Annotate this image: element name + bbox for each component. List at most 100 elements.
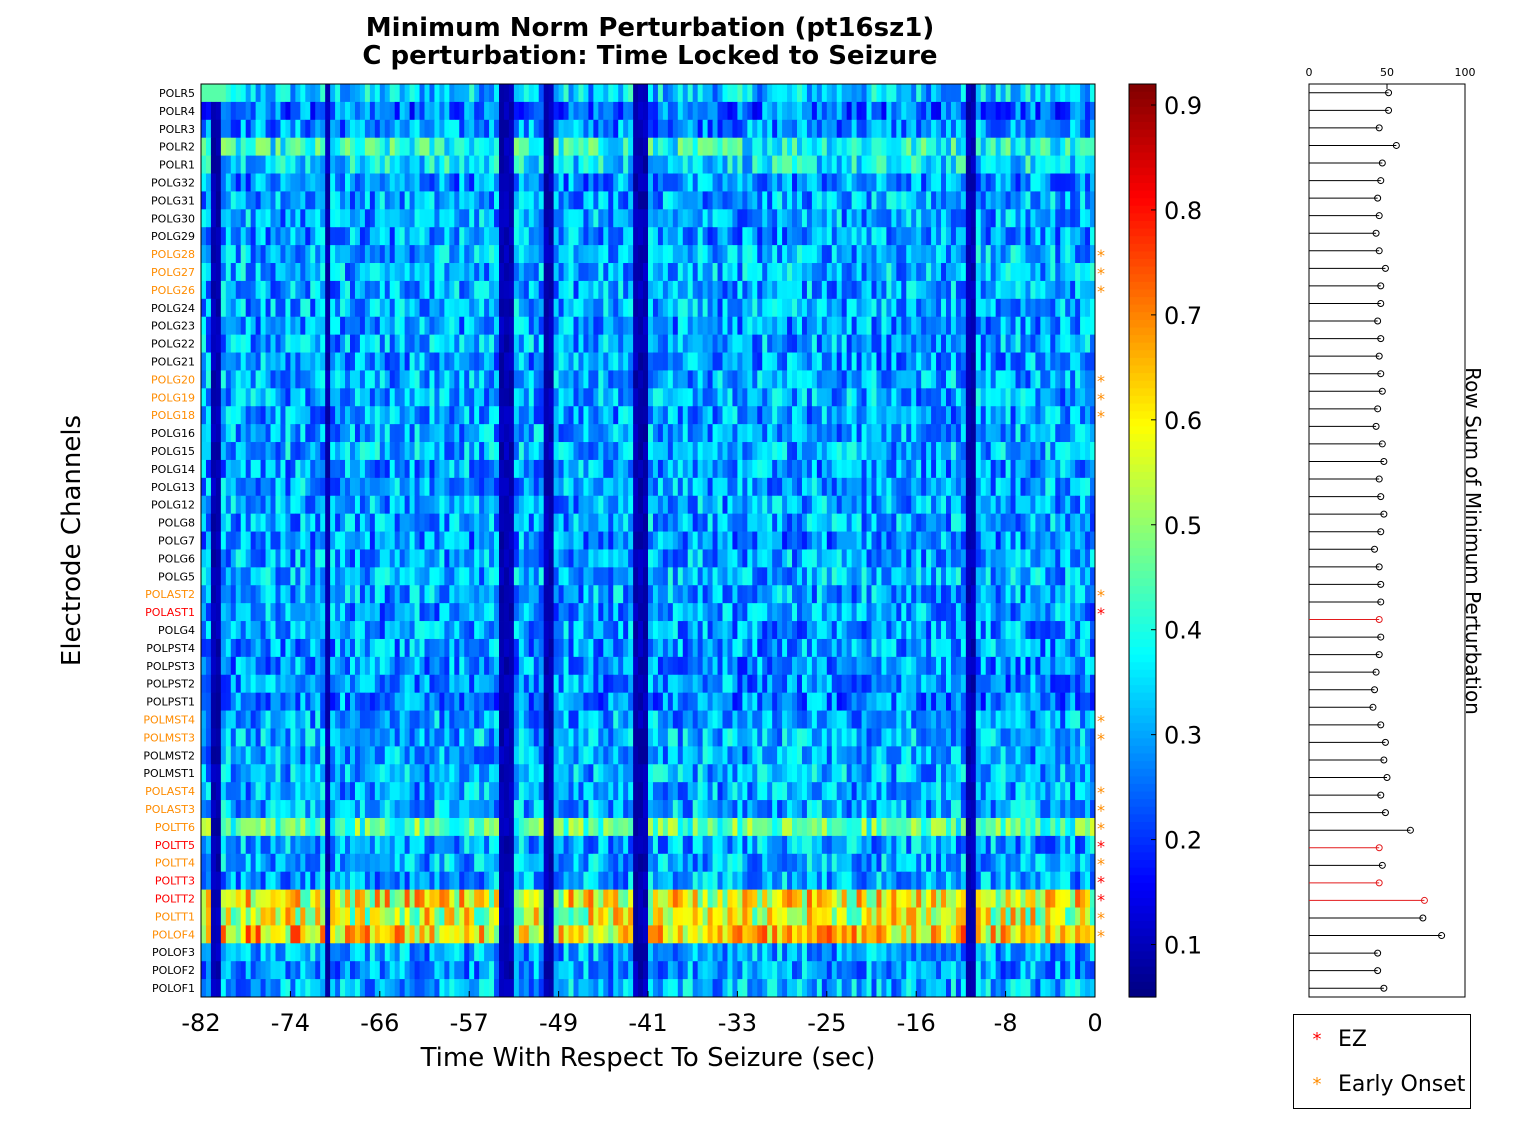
- heatmap-cell: [205, 477, 212, 497]
- heatmap-cell: [320, 549, 326, 568]
- heatmap-cell: [528, 119, 535, 139]
- heatmap-cell: [762, 191, 768, 210]
- heatmap-cell: [1030, 137, 1036, 157]
- heatmap-cell: [1080, 316, 1086, 336]
- heatmap-cell: [350, 406, 356, 425]
- heatmap-cell: [315, 245, 321, 264]
- heatmap-cell: [250, 477, 257, 497]
- heatmap-cell: [489, 406, 495, 425]
- heatmap-cell: [737, 459, 743, 479]
- heatmap-cell: [598, 388, 604, 407]
- heatmap-cell: [623, 227, 629, 246]
- heatmap-cell: [911, 173, 917, 192]
- heatmap-cell: [454, 227, 460, 246]
- heatmap-cell: [354, 334, 361, 353]
- heatmap-cell: [911, 495, 917, 515]
- heatmap-cell: [1025, 298, 1031, 318]
- heatmap-cell: [712, 191, 718, 210]
- heatmap-cell: [946, 101, 952, 121]
- heatmap-cell: [960, 477, 967, 497]
- heatmap-cell: [479, 406, 485, 425]
- heatmap-cell: [434, 155, 440, 174]
- heatmap-cell: [479, 209, 485, 228]
- heatmap-cell: [652, 424, 659, 443]
- heatmap-cell: [995, 191, 1002, 210]
- heatmap-cell: [598, 442, 604, 461]
- heatmap-cell: [742, 209, 748, 228]
- heatmap-cell: [548, 191, 555, 210]
- heatmap-cell: [484, 513, 490, 532]
- heatmap-cell: [1015, 388, 1021, 407]
- heatmap-cell: [762, 84, 768, 103]
- heatmap-cell: [260, 388, 266, 407]
- heatmap-cell: [970, 173, 977, 192]
- heatmap-cell: [350, 84, 356, 103]
- heatmap-cell: [965, 155, 972, 174]
- heatmap-cell: [841, 352, 848, 371]
- heatmap-cell: [712, 84, 718, 103]
- heatmap-cell: [975, 298, 982, 318]
- heatmap-cell: [707, 84, 713, 103]
- heatmap-cell: [464, 84, 470, 103]
- heatmap-cell: [1010, 245, 1016, 264]
- heatmap-cell: [325, 119, 331, 139]
- heatmap-cell: [215, 101, 222, 121]
- heatmap-cell: [588, 298, 594, 318]
- heatmap-cell: [821, 280, 828, 300]
- heatmap-cell: [553, 263, 559, 282]
- heatmap-cell: [1070, 316, 1076, 336]
- heatmap-cell: [518, 495, 525, 515]
- heatmap-cell: [717, 513, 723, 532]
- heatmap-cell: [444, 209, 450, 228]
- heatmap-cell: [732, 155, 738, 174]
- heatmap-cell: [876, 352, 882, 371]
- heatmap-cell: [851, 424, 857, 443]
- heatmap-cell: [593, 155, 599, 174]
- heatmap-cell: [240, 263, 247, 282]
- heatmap-cell: [573, 137, 579, 157]
- heatmap-cell: [1070, 352, 1076, 371]
- heatmap-cell: [777, 406, 783, 425]
- heatmap-cell: [950, 442, 957, 461]
- heatmap-cell: [901, 459, 907, 479]
- heatmap-cell: [1035, 495, 1041, 515]
- heatmap-cell: [389, 406, 396, 425]
- heatmap-cell: [712, 334, 718, 353]
- heatmap-cell: [508, 531, 515, 550]
- heatmap-cell: [533, 101, 540, 121]
- heatmap-cell: [821, 424, 828, 443]
- heatmap-cell: [399, 298, 406, 318]
- heatmap-cell: [454, 84, 460, 103]
- heatmap-cell: [821, 245, 828, 264]
- heatmap-cell: [583, 137, 589, 157]
- heatmap-cell: [737, 334, 743, 353]
- heatmap-cell: [682, 477, 689, 497]
- heatmap-cell: [518, 352, 525, 371]
- heatmap-cell: [563, 370, 569, 389]
- heatmap-cell: [384, 513, 391, 532]
- heatmap-cell: [1085, 442, 1091, 461]
- heatmap-cell: [508, 495, 515, 515]
- heatmap-cell: [911, 477, 917, 497]
- heatmap-cell: [652, 101, 659, 121]
- heatmap-cell: [250, 459, 257, 479]
- heatmap-cell: [856, 424, 862, 443]
- heatmap-cell: [1020, 209, 1026, 228]
- heatmap-cell: [692, 119, 699, 139]
- heatmap-cell: [374, 388, 381, 407]
- heatmap-cell: [782, 477, 788, 497]
- heatmap-cell: [712, 370, 718, 389]
- heatmap-cell: [1060, 531, 1066, 550]
- heatmap-cell: [220, 442, 227, 461]
- heatmap-cell: [215, 495, 222, 515]
- heatmap-cell: [777, 549, 783, 568]
- heatmap-cell: [310, 495, 316, 515]
- heatmap-cell: [921, 388, 927, 407]
- heatmap-cell: [474, 280, 480, 300]
- heatmap-cell: [732, 424, 738, 443]
- heatmap-cell: [816, 227, 823, 246]
- heatmap-cell: [677, 227, 684, 246]
- heatmap-cell: [623, 549, 629, 568]
- heatmap-cell: [513, 155, 520, 174]
- heatmap-cell: [593, 424, 599, 443]
